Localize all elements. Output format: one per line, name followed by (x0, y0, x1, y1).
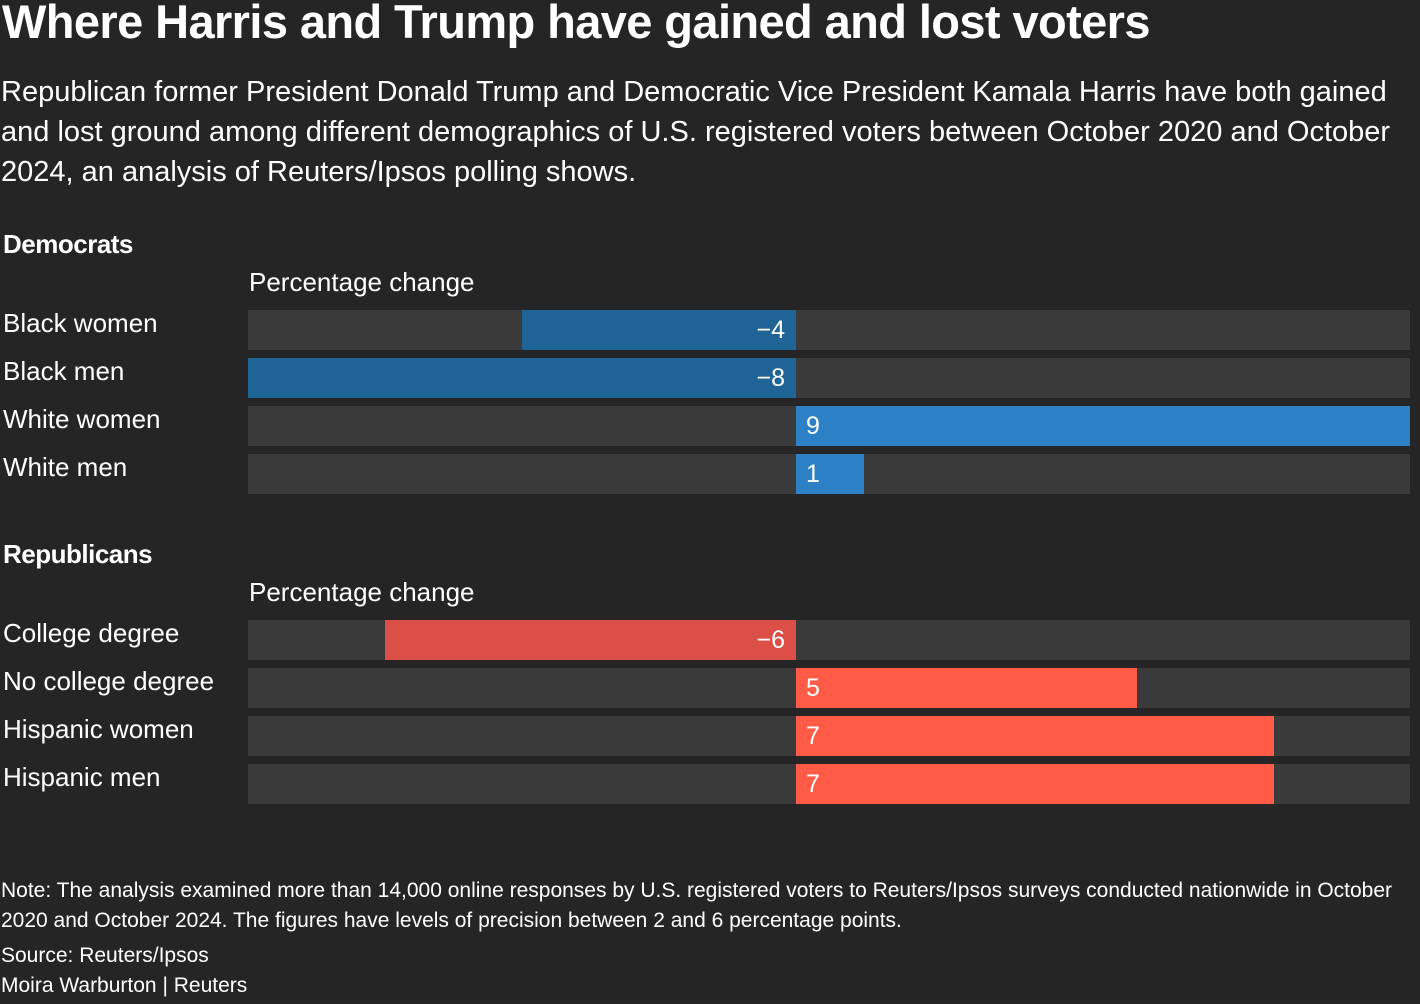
democrats-bar (796, 454, 865, 494)
democrats-bar-value: −4 (756, 316, 785, 344)
democrats-row-label: Black women (3, 308, 158, 338)
republicans-bar-track: 5 (248, 668, 1410, 708)
republicans-bar-track: −6 (248, 620, 1410, 660)
republicans-bar-value: 7 (806, 722, 820, 750)
republicans-panel-title: Republicans (3, 539, 153, 569)
republicans-axis-label: Percentage change (249, 577, 475, 607)
chart-title: Where Harris and Trump have gained and l… (2, 0, 1151, 48)
democrats-bar-track: −8 (248, 358, 1410, 398)
democrats-row-label: Black men (3, 356, 125, 386)
republicans-row-label: Hispanic women (3, 714, 194, 744)
chart-note: Note: The analysis examined more than 14… (1, 879, 1393, 932)
democrats-bar-track: −4 (248, 310, 1410, 350)
democrats-bar-value: 9 (806, 412, 820, 440)
democrats-axis-label: Percentage change (249, 267, 475, 297)
republicans-bar (385, 620, 796, 660)
republicans-bar-value: 7 (806, 770, 820, 798)
republicans-row-label: Hispanic men (3, 762, 161, 792)
republicans-row-label: College degree (3, 618, 180, 648)
republicans-bar (796, 716, 1274, 756)
republicans-bar (796, 668, 1138, 708)
republicans-bar-value: 5 (806, 674, 820, 702)
democrats-bar (796, 406, 1410, 446)
democrats-row-label: White women (3, 404, 161, 434)
democrats-bar-track: 1 (248, 454, 1410, 494)
democrats-bar (248, 358, 796, 398)
republicans-bar-track: 7 (248, 716, 1410, 756)
chart-subtitle: Republican former President Donald Trump… (1, 76, 1391, 188)
chart-source: Source: Reuters/Ipsos (1, 944, 209, 967)
democrats-bar-value: −8 (756, 364, 785, 392)
republicans-bar (796, 764, 1274, 804)
democrats-bar-track: 9 (248, 406, 1410, 446)
republicans-bar-track: 7 (248, 764, 1410, 804)
democrats-bar-value: 1 (806, 460, 820, 488)
democrats-bar (522, 310, 796, 350)
republicans-row-label: No college degree (3, 666, 215, 696)
republicans-bar-value: −6 (756, 626, 785, 654)
chart-credit: Moira Warburton | Reuters (1, 974, 248, 997)
democrats-panel-title: Democrats (3, 229, 133, 259)
democrats-row-label: White men (3, 452, 128, 482)
